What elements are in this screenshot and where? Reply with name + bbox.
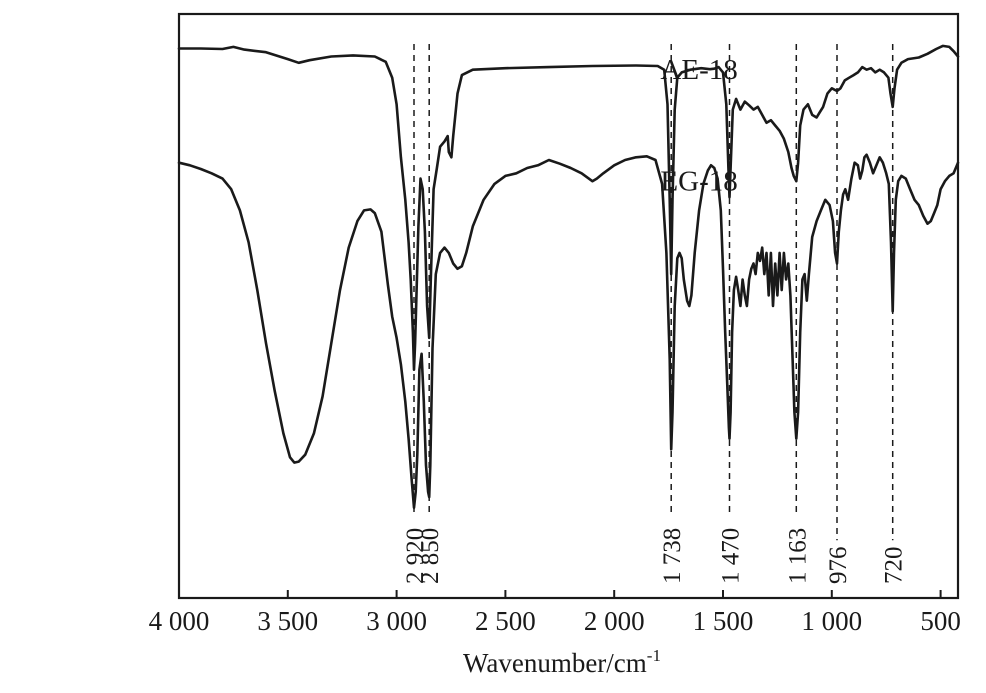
x-tick-label-2000: 2 000 — [584, 606, 645, 636]
x-tick-label-1000: 1 000 — [801, 606, 862, 636]
reference-label-976: 976 — [825, 547, 852, 585]
series-label-eg-18: EG-18 — [660, 166, 737, 198]
plot-frame — [177, 12, 960, 600]
x-tick-label-1500: 1 500 — [693, 606, 754, 636]
reference-label-1470: 1 470 — [718, 528, 745, 584]
series-layer: AE-18 EG-18 — [177, 44, 960, 509]
reference-label-2850: 2 850 — [417, 528, 444, 584]
x-axis-label-superscript: -1 — [647, 646, 661, 665]
series-line-ae-18 — [177, 44, 960, 371]
x-tick-label-4000: 4 000 — [149, 606, 210, 636]
reference-label-720: 720 — [881, 547, 908, 585]
series-label-ae-18: AE-18 — [660, 54, 737, 86]
reference-label-2920: 2 920 — [402, 528, 429, 584]
series-line-eg-18 — [177, 153, 960, 509]
reference-label-1738: 1 738 — [659, 528, 686, 584]
reference-label-1163: 1 163 — [784, 528, 811, 584]
x-axis: 4 000 3 500 3 000 2 500 2 000 1 500 1 000 500 — [149, 590, 961, 636]
x-tick-label-3500: 3 500 — [257, 606, 318, 636]
x-tick-label-3000: 3 000 — [366, 606, 427, 636]
x-axis-label: Wavenumber/cm-1 — [463, 646, 661, 678]
x-tick-label-500: 500 — [920, 606, 961, 636]
x-tick-label-2500: 2 500 — [475, 606, 536, 636]
